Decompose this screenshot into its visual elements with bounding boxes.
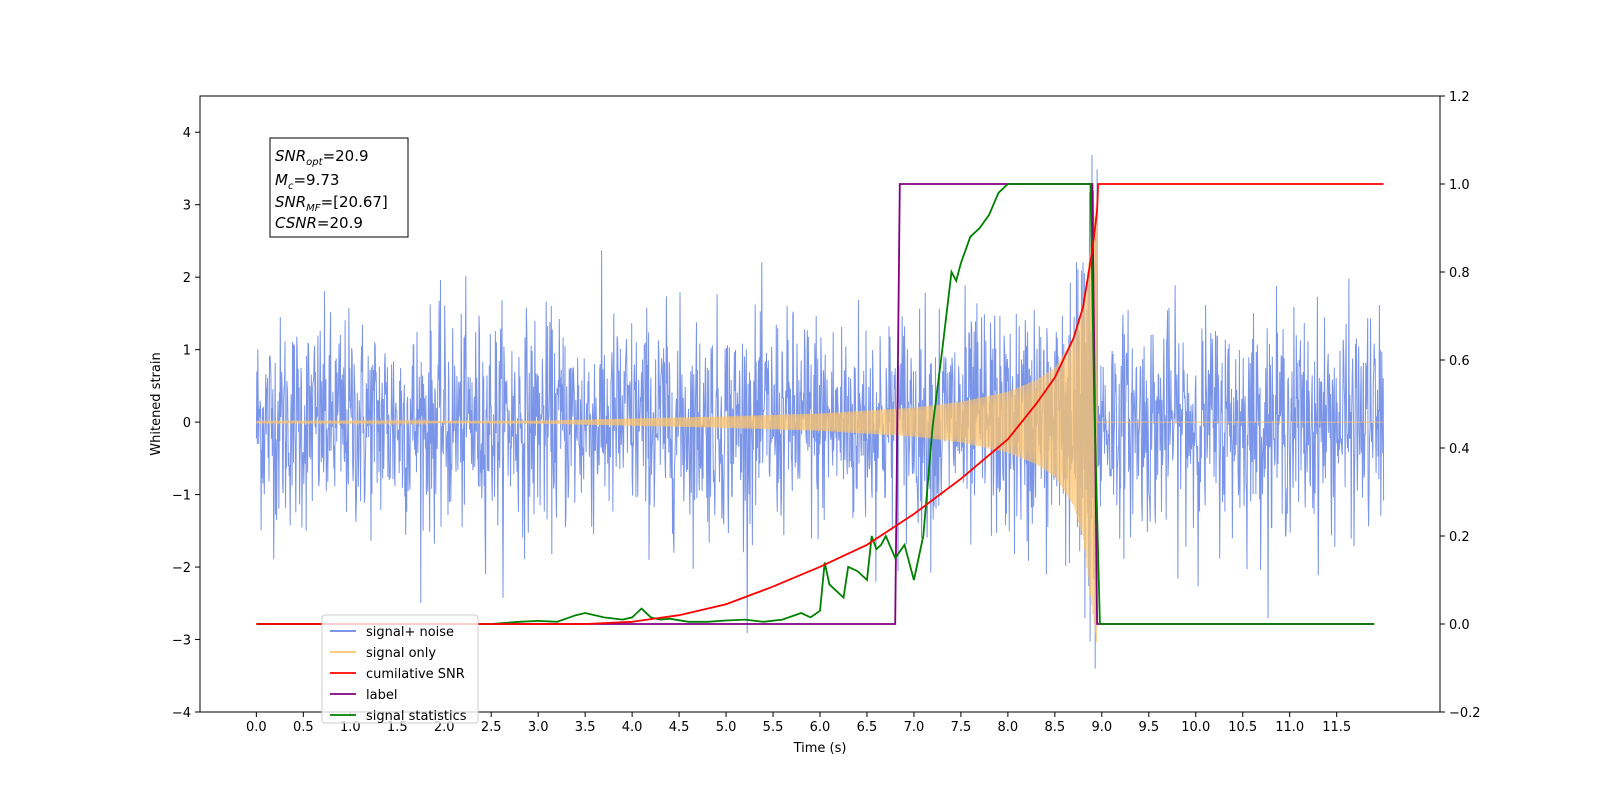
y2-tick-label: 1.0 [1449,178,1470,193]
x-tick-label: 0.5 [293,720,314,735]
annotation-snr-mf-sub: MF [306,203,321,214]
x-tick-label: 2.0 [434,720,455,735]
y-tick-label: −2 [172,561,191,576]
annotation-snr-opt-value: =20.9 [323,147,369,165]
y2-tick-label: 1.2 [1449,90,1470,105]
x-tick-label: 7.0 [904,720,925,735]
annotation-line-csnr: CSNR=20.9 [275,214,363,232]
x-tick-label: 9.5 [1138,720,1159,735]
legend: signal+ noise signal only cumilative SNR la… [321,614,479,724]
x-tick-label: 5.5 [763,720,784,735]
y2-tick-label: 0.8 [1449,266,1470,281]
y2-tick-label: 0.4 [1449,442,1470,457]
series-layer [255,154,1385,669]
series-signal-noise-line [255,154,1385,669]
x-tick-label: 10.0 [1181,720,1210,735]
annotation-snr-mf-value: =[20.67] [321,193,388,211]
x-tick-label: 0.0 [246,720,267,735]
annotation-mc-base: M [275,171,288,189]
x-tick-label: 6.0 [810,720,831,735]
legend-label: cumilative SNR [366,667,465,682]
y-axis-left: −4 −3 −2 −1 0 1 2 3 4 [172,126,200,721]
x-tick-label: 2.5 [481,720,502,735]
annotation-csnr-base: CSNR [275,214,317,232]
y-tick-label: 0 [183,416,191,431]
y2-tick-label: 0.2 [1449,530,1470,545]
y-tick-label: 4 [183,126,191,141]
legend-label: signal statistics [366,709,467,724]
annotation-mc-sub: c [288,181,294,192]
legend-label: label [366,688,397,703]
series-cumulative-snr-line [256,183,1384,625]
x-tick-label: 6.5 [857,720,878,735]
legend-frame [321,614,479,724]
y-tick-label: −1 [172,489,191,504]
x-tick-label: 4.5 [669,720,690,735]
annotation-snr-opt-sub: opt [306,157,323,168]
annotation-frame [269,137,409,238]
y-tick-label: 3 [183,199,191,214]
series-signal-statistics-line [256,183,1375,625]
x-tick-label: 1.5 [387,720,408,735]
legend-label: signal only [366,646,436,661]
x-axis-label: Time (s) [793,741,847,756]
annotation-box: SNRopt=20.9 Mc=9.73 SNRMF=[20.67] CSNR=2… [269,137,409,238]
annotation-line-mc: Mc=9.73 [275,171,339,192]
x-tick-label: 11.5 [1322,720,1351,735]
x-tick-label: 9.0 [1091,720,1112,735]
y2-tick-label: 0.6 [1449,354,1470,369]
annotation-mc-value: =9.73 [293,171,339,189]
y2-tick-label: −0.2 [1449,706,1481,721]
y2-tick-label: 0.0 [1449,618,1470,633]
y-tick-label: 2 [183,271,191,286]
annotation-line-snr-opt: SNRopt=20.9 [275,147,369,168]
y-tick-label: −4 [172,706,191,721]
y-tick-label: 1 [183,344,191,359]
y-axis-label: Whitened strain [149,352,164,455]
annotation-csnr-value: =20.9 [317,214,363,232]
annotation-snr-opt-base: SNR [275,147,306,165]
annotation-line-snr-mf: SNRMF=[20.67] [275,193,388,214]
series-signal-only-line [255,197,1384,643]
y-tick-label: −3 [172,634,191,649]
y-axis-right: −0.2 0.0 0.2 0.4 0.6 0.8 1.0 1.2 [1440,90,1481,721]
x-tick-label: 5.0 [716,720,737,735]
x-tick-label: 11.0 [1275,720,1304,735]
legend-label: signal+ noise [366,625,454,640]
x-axis: 0.0 0.5 1.0 1.5 2.0 2.5 3.0 3.5 4.0 4.5 5.0 5.5 6.0 6… [246,712,1351,735]
x-tick-label: 3.0 [528,720,549,735]
annotation-snr-mf-base: SNR [275,193,306,211]
x-tick-label: 3.5 [575,720,596,735]
x-tick-label: 10.5 [1228,720,1257,735]
x-tick-label: 1.0 [340,720,361,735]
x-tick-label: 7.5 [951,720,972,735]
x-tick-label: 8.5 [1045,720,1066,735]
x-tick-label: 4.0 [622,720,643,735]
x-tick-label: 8.0 [998,720,1019,735]
